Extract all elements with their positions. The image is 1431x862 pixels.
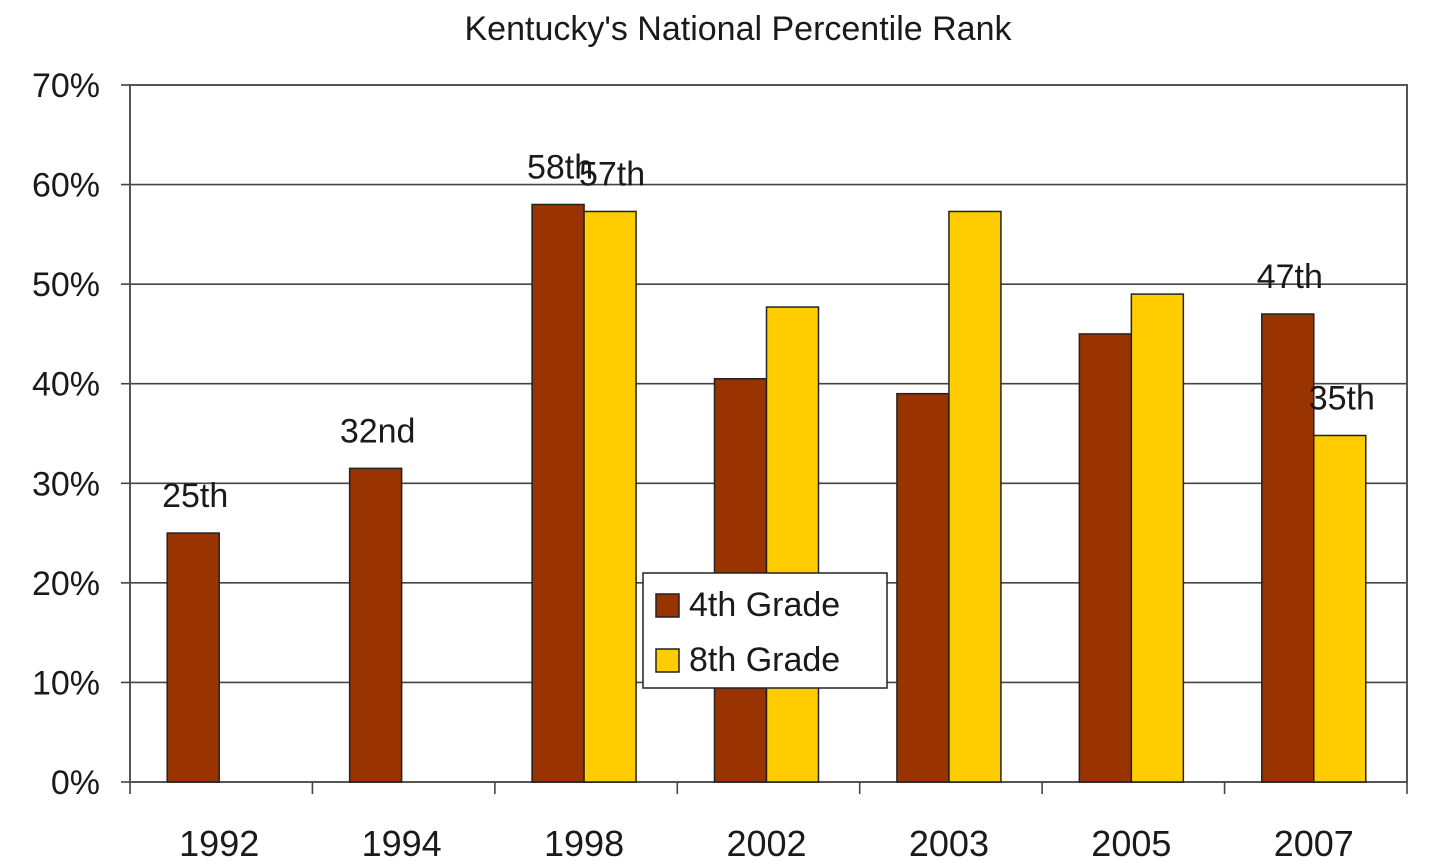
bar xyxy=(583,210,637,783)
x-tick-label: 2003 xyxy=(909,823,989,862)
x-tick-label: 1992 xyxy=(179,823,259,862)
data-label: 25th xyxy=(162,477,228,515)
data-label: 47th xyxy=(1257,258,1323,296)
bar xyxy=(531,203,585,783)
legend: 4th Grade 8th Grade xyxy=(642,572,888,689)
legend-swatch xyxy=(655,648,680,673)
y-tick-label: 70% xyxy=(32,67,100,105)
y-tick-label: 10% xyxy=(32,664,100,702)
x-axis: 1992 1994 1998 2002 2003 2005 2007 xyxy=(129,782,1408,862)
legend-swatch xyxy=(655,593,680,618)
bar xyxy=(348,467,403,783)
x-tick-label: 2002 xyxy=(726,823,806,862)
legend-label: 8th Grade xyxy=(689,641,840,679)
bar xyxy=(1313,434,1367,783)
y-tick-label: 20% xyxy=(32,565,100,603)
bars xyxy=(166,203,1367,783)
bar xyxy=(896,392,950,783)
bar xyxy=(1130,293,1185,783)
bar xyxy=(765,306,820,783)
y-tick-label: 50% xyxy=(32,266,100,304)
data-label: 32nd xyxy=(340,412,416,450)
y-tick-label: 0% xyxy=(51,764,100,802)
bar xyxy=(1078,333,1133,783)
bar xyxy=(948,210,1002,783)
x-tick-label: 1998 xyxy=(544,823,624,862)
y-tick-label: 30% xyxy=(32,465,100,503)
legend-box xyxy=(642,572,888,689)
x-tick-label: 2007 xyxy=(1274,823,1354,862)
y-tick-label: 60% xyxy=(32,167,100,205)
x-tick-label: 1994 xyxy=(362,823,442,862)
data-label: 35th xyxy=(1309,379,1375,417)
x-tick-label: 2005 xyxy=(1091,823,1171,862)
y-axis: 0% 10% 20% 30% 40% 50% 60% 70% xyxy=(32,67,130,802)
data-label: 58th xyxy=(527,148,593,186)
data-label: 57th xyxy=(579,155,645,193)
bar xyxy=(166,532,220,783)
legend-label: 4th Grade xyxy=(689,586,840,624)
bar xyxy=(1261,313,1315,783)
chart-title: Kentucky's National Percentile Rank xyxy=(465,10,1013,48)
y-tick-label: 40% xyxy=(32,366,100,404)
